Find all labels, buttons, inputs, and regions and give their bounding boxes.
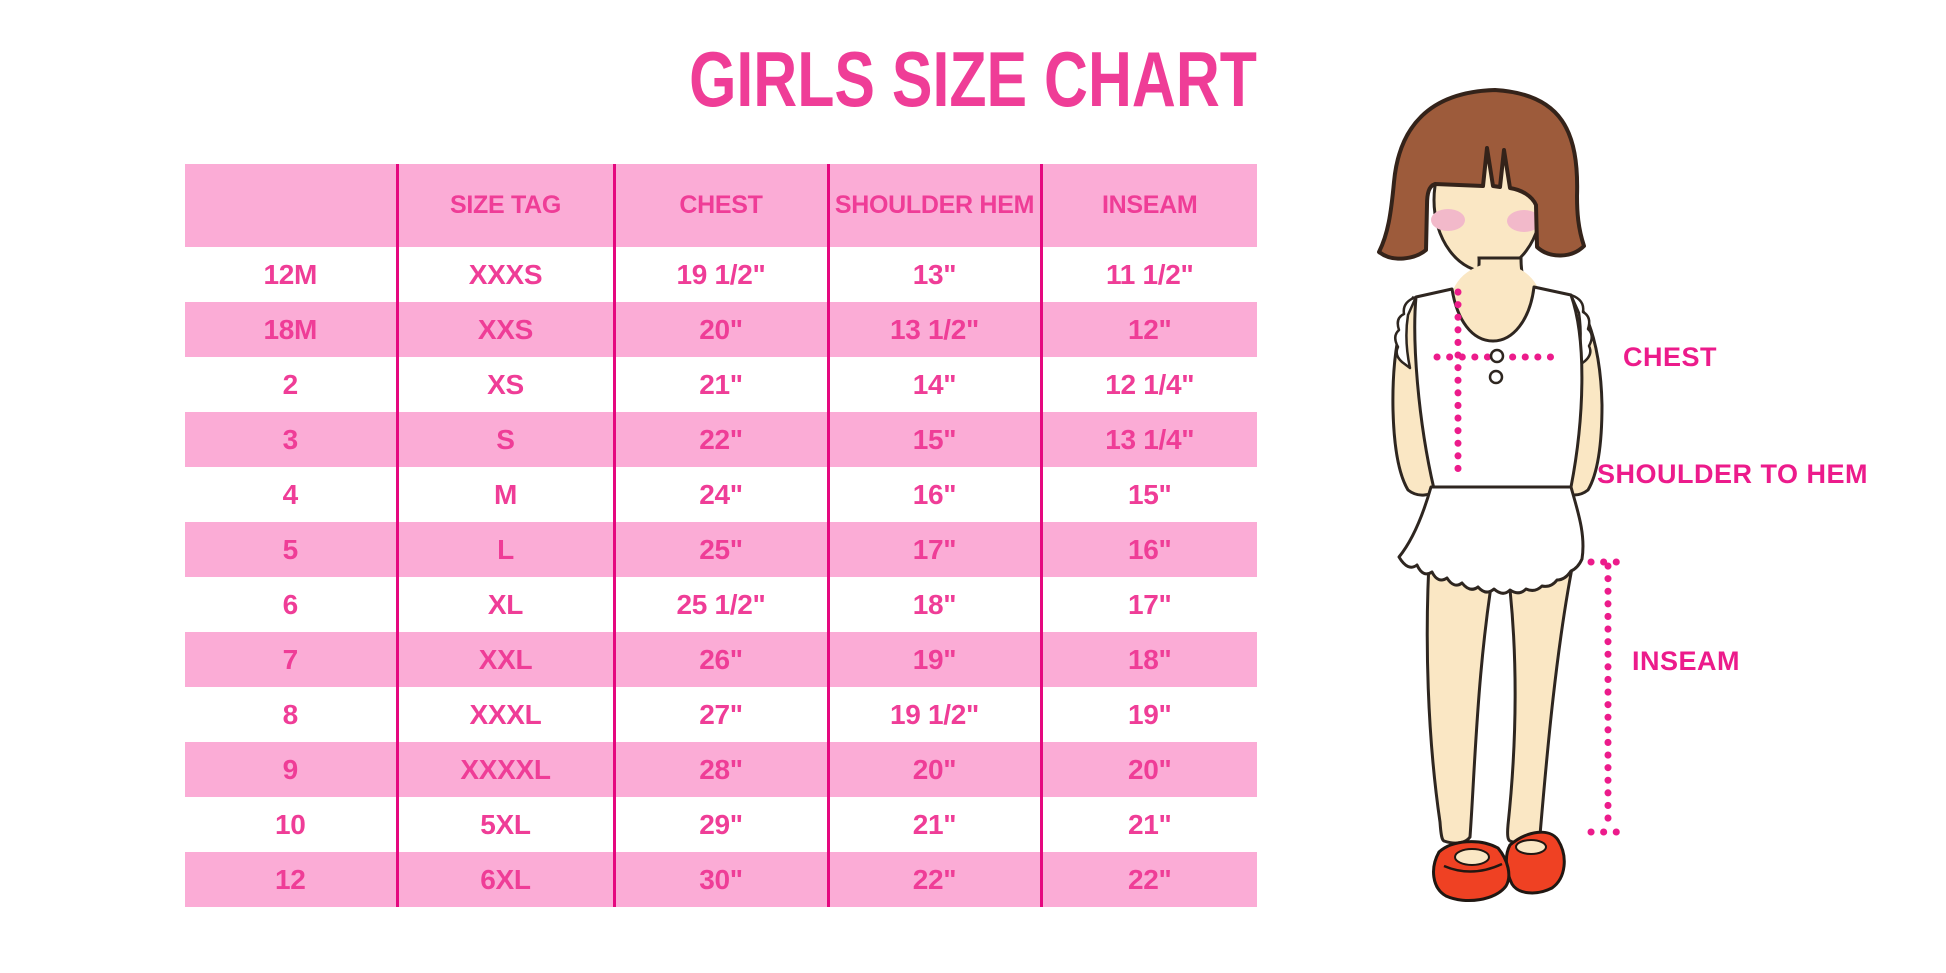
table-row: 5 L 25" 17" 16" — [185, 522, 1257, 577]
table-cell: 13" — [826, 247, 1041, 302]
table-cell: 27" — [612, 687, 828, 742]
header-cell-shoulder-hem: SHOULDER HEM — [826, 164, 1041, 247]
table-cell: 18" — [826, 577, 1041, 632]
table-cell: 17" — [826, 522, 1041, 577]
leg-right — [1503, 548, 1577, 845]
table-cell: 26" — [612, 632, 828, 687]
table-cell: 18M — [263, 313, 318, 345]
table-cell: 4 — [282, 478, 299, 510]
girls-size-table: SIZE TAG CHEST SHOULDER HEM INSEAM 12M X… — [185, 164, 1257, 907]
table-cell: 8 — [282, 698, 299, 730]
inseam-label: INSEAM — [1632, 646, 1740, 676]
page-title-text: GIRLS SIZE CHART — [689, 35, 1257, 123]
table-row: 7 XXL 26" 19" 18" — [185, 632, 1257, 687]
table-cell: 21" — [826, 797, 1041, 852]
table-cell: 18" — [1039, 632, 1257, 687]
table-cell: 25 1/2" — [612, 577, 828, 632]
table-cell: XXS — [395, 302, 614, 357]
table-cell: XS — [395, 357, 614, 412]
table-cell: 12M — [263, 258, 318, 290]
girl-illustration: CHEST SHOULDER TO HEM INSEAM — [1377, 88, 1868, 903]
ruffle-left — [1394, 295, 1418, 370]
table-cell: 12 1/4" — [1039, 357, 1257, 412]
table-cell: 19 1/2" — [612, 247, 828, 302]
table-row: 3 S 22" 15" 13 1/4" — [185, 412, 1257, 467]
blush-right — [1507, 210, 1541, 232]
table-cell: 16" — [1039, 522, 1257, 577]
table-cell: 30" — [612, 852, 828, 907]
table-cell: 2 — [282, 368, 299, 400]
chest-label: CHEST — [1623, 342, 1717, 372]
table-cell: 6 — [282, 588, 299, 620]
table-cell: 20" — [826, 742, 1041, 797]
table-row: 9 XXXXL 28" 20" 20" — [185, 742, 1257, 797]
shoulder-to-hem-label: SHOULDER TO HEM — [1597, 459, 1868, 489]
blush-left — [1431, 209, 1465, 231]
table-row: 6 XL 25 1/2" 18" 17" — [185, 577, 1257, 632]
header-row: SIZE TAG CHEST SHOULDER HEM INSEAM — [185, 164, 1257, 247]
hair — [1377, 88, 1586, 261]
table-cell: 5 — [282, 533, 299, 565]
page-title: GIRLS SIZE CHART — [0, 34, 1946, 125]
table-cell: 3 — [282, 423, 299, 455]
table-cell: 5XL — [395, 797, 614, 852]
tank-top — [1413, 285, 1584, 491]
table-cell: 22" — [612, 412, 828, 467]
table-cell: 12" — [1039, 302, 1257, 357]
button-top — [1489, 348, 1505, 364]
table-cell: 22" — [1039, 852, 1257, 907]
table-row: 18M XXS 20" 13 1/2" 12" — [185, 302, 1257, 357]
table-cell: S — [395, 412, 614, 467]
table-cell: L — [395, 522, 614, 577]
table-cell: 20" — [612, 302, 828, 357]
table-cell: 13 1/4" — [1039, 412, 1257, 467]
table-cell: 19" — [1039, 687, 1257, 742]
table-cell: 11 1/2" — [1039, 247, 1257, 302]
table-cell: XL — [395, 577, 614, 632]
table-cell: 19" — [826, 632, 1041, 687]
table-cell: 15" — [1039, 467, 1257, 522]
shoe-right-opening — [1515, 839, 1547, 855]
button-bottom — [1488, 369, 1504, 385]
table-cell: 15" — [826, 412, 1041, 467]
table-row: 12M XXXS 19 1/2" 13" 11 1/2" — [185, 247, 1257, 302]
table-row: 12 6XL 30" 22" 22" — [185, 852, 1257, 907]
table-cell: 21" — [612, 357, 828, 412]
skirt — [1397, 485, 1585, 595]
table-cell: 22" — [826, 852, 1041, 907]
table-cell: 6XL — [395, 852, 614, 907]
table-cell: 16" — [826, 467, 1041, 522]
table-cell: 20" — [1039, 742, 1257, 797]
table-cell: XXXL — [395, 687, 614, 742]
header-cell-inseam: INSEAM — [1039, 164, 1257, 247]
table-row: 4 M 24" 16" 15" — [185, 467, 1257, 522]
table-cell: 12 — [274, 863, 306, 895]
header-cell-blank — [185, 164, 397, 247]
header-cell-chest: CHEST — [612, 164, 828, 247]
table-cell: 14" — [826, 357, 1041, 412]
table-cell: 10 — [274, 808, 306, 840]
table-cell: 24" — [612, 467, 828, 522]
table-row: 10 5XL 29" 21" 21" — [185, 797, 1257, 852]
table-cell: 9 — [282, 753, 299, 785]
table-cell: 7 — [282, 643, 299, 675]
table-cell: 21" — [1039, 797, 1257, 852]
table-cell: XXXS — [395, 247, 614, 302]
table-cell: 25" — [612, 522, 828, 577]
table-cell: XXL — [395, 632, 614, 687]
table-row: 2 XS 21" 14" 12 1/4" — [185, 357, 1257, 412]
header-cell-size-tag: SIZE TAG — [395, 164, 614, 247]
shoe-left-opening — [1454, 848, 1490, 866]
table-cell: 28" — [612, 742, 828, 797]
table-cell: 13 1/2" — [826, 302, 1041, 357]
table-cell: 29" — [612, 797, 828, 852]
table-cell: 17" — [1039, 577, 1257, 632]
table-cell: M — [395, 467, 614, 522]
table-cell: 19 1/2" — [826, 687, 1041, 742]
leg-left — [1425, 543, 1499, 845]
table-cell: XXXXL — [395, 742, 614, 797]
shoe-left-strap — [1443, 862, 1503, 873]
table-row: 8 XXXL 27" 19 1/2" 19" — [185, 687, 1257, 742]
